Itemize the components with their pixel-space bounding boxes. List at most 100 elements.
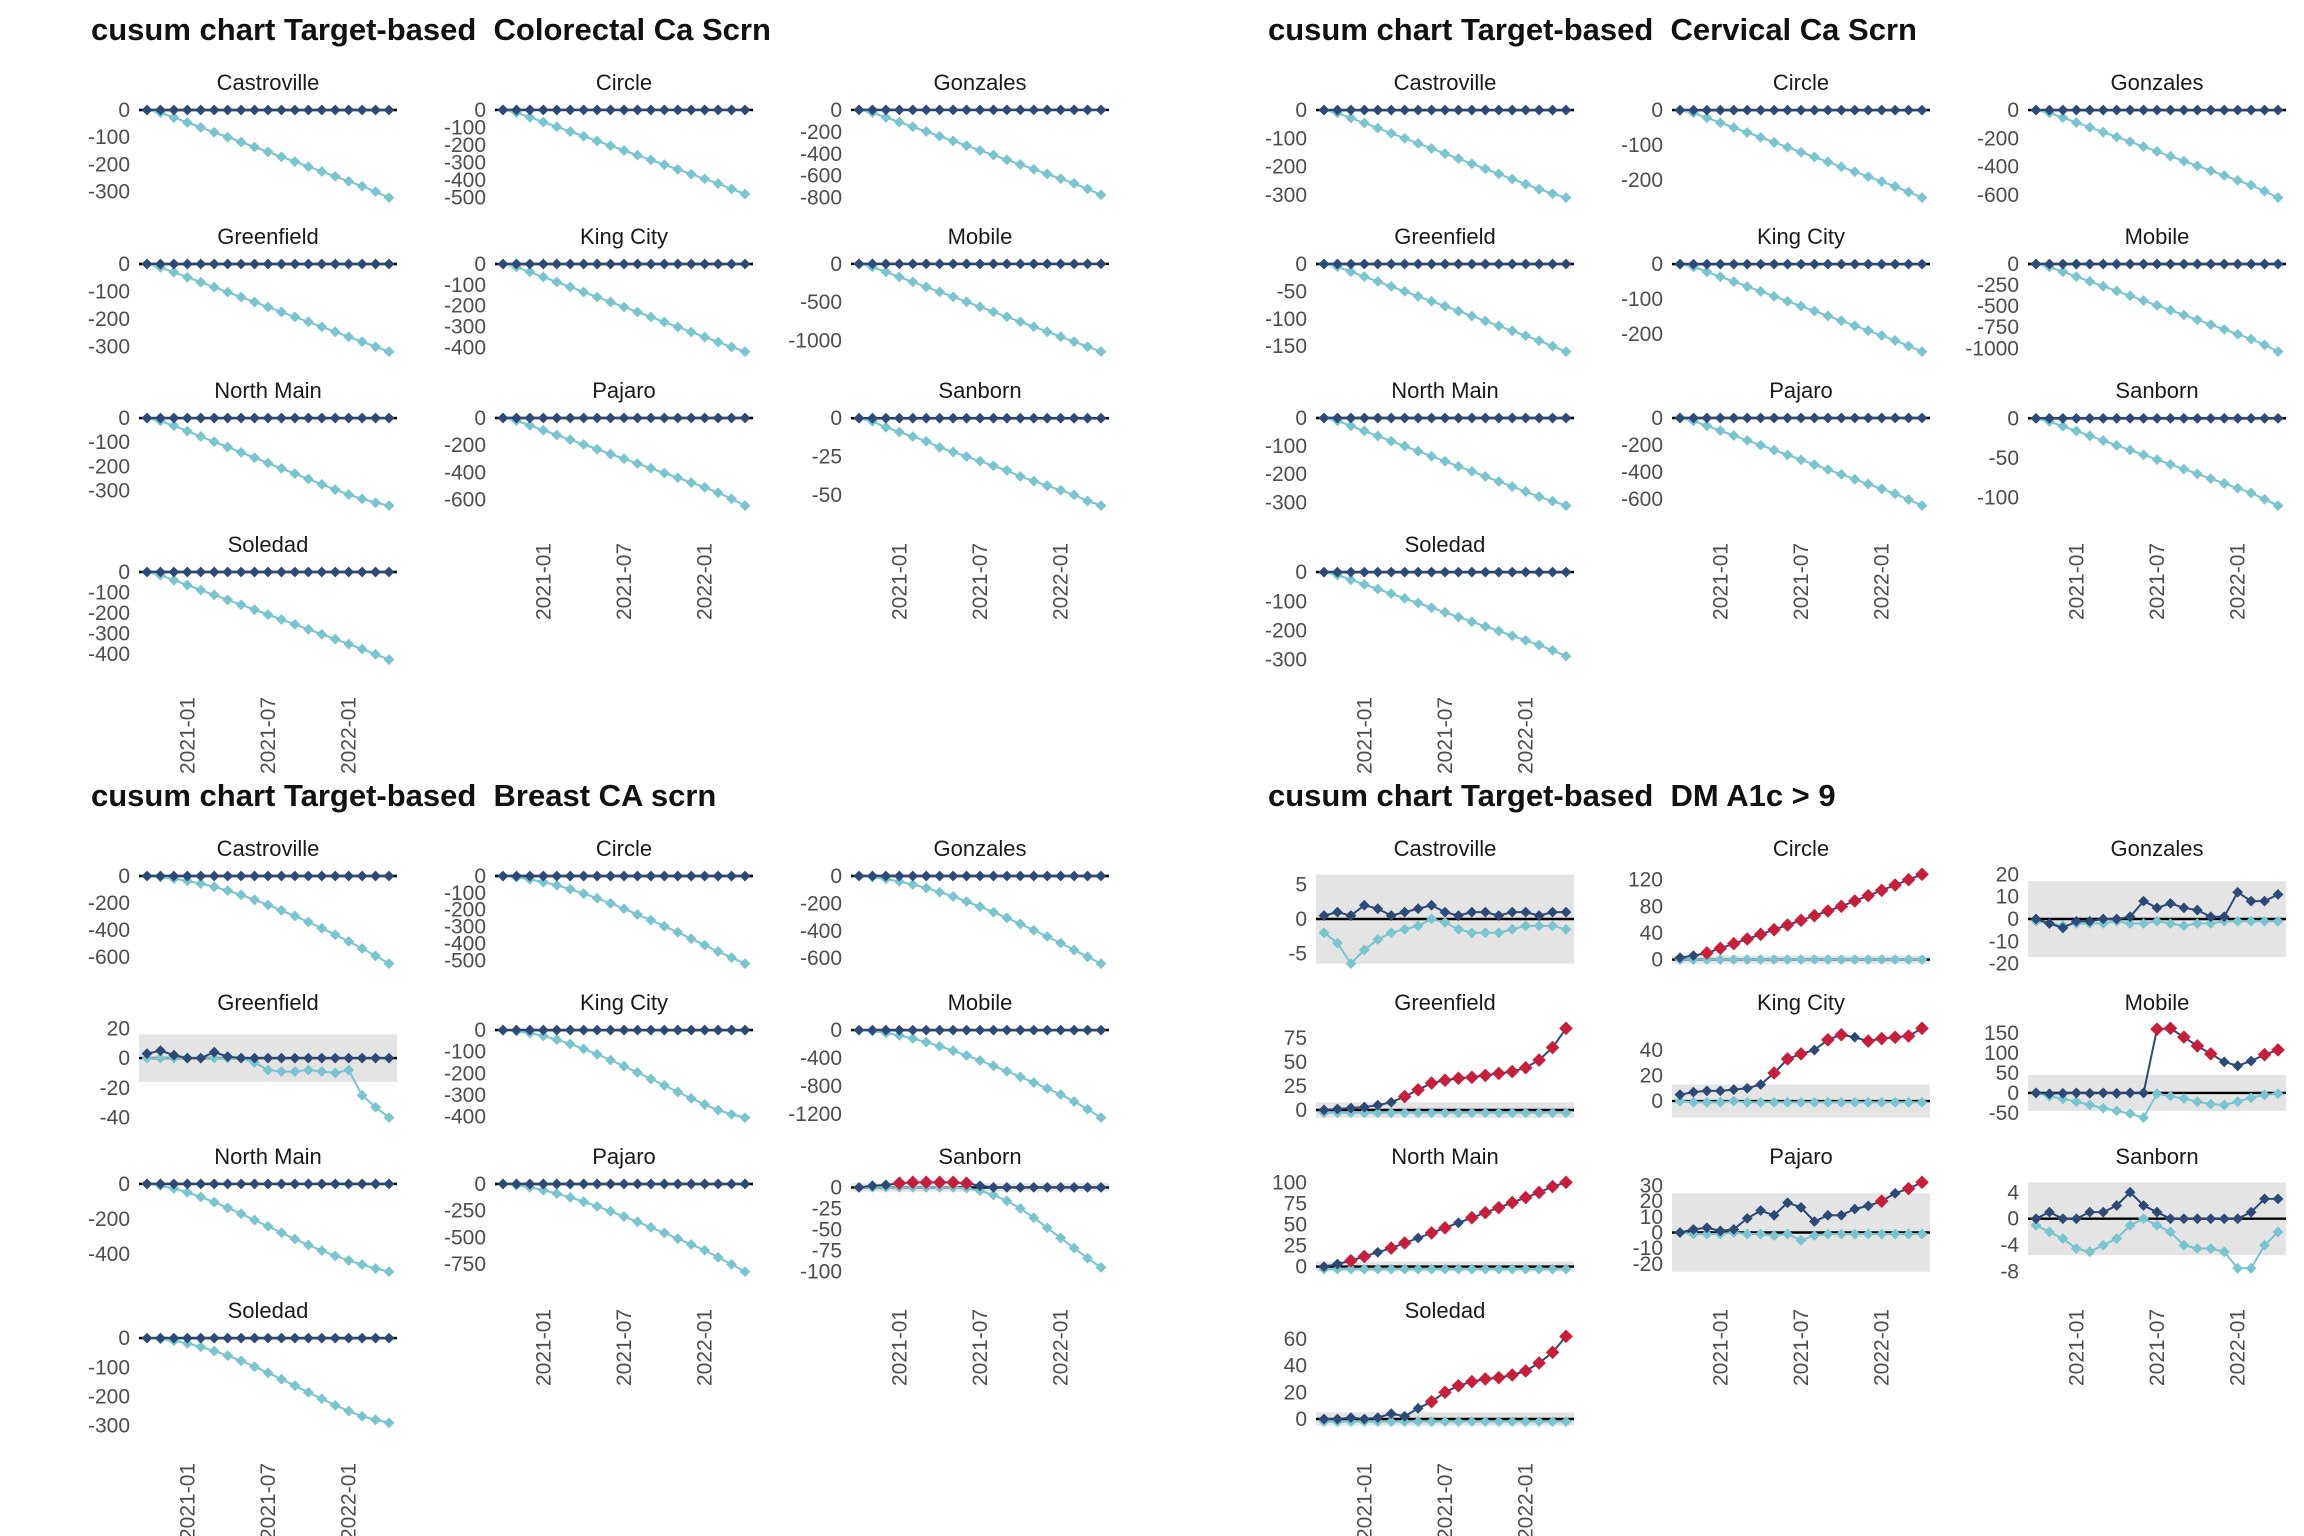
svg-text:0: 0 [474,407,486,430]
svg-text:-100: -100 [1621,288,1663,311]
svg-text:-600: -600 [1977,184,2019,207]
svg-text:0: 0 [474,865,486,888]
facet-title: Sanborn [2115,1144,2199,1169]
svg-text:150: 150 [1984,1022,2019,1045]
svg-text:-100: -100 [444,1041,486,1064]
svg-text:-25: -25 [812,446,842,469]
svg-text:0: 0 [2007,1208,2019,1231]
svg-text:-300: -300 [444,152,486,175]
svg-text:-4: -4 [2000,1234,2019,1257]
facet-north-main: North Main 0 -100 -200 -300 [1232,378,1588,532]
svg-text:0: 0 [1295,407,1307,430]
facet-plot: 5 0 -5 [1288,874,1574,970]
facet-title: North Main [1391,378,1499,403]
svg-text:2021-07: 2021-07 [1790,543,1813,620]
facet-plot: 0 40 80 120 [1628,867,1930,972]
svg-text:20: 20 [1640,1190,1663,1213]
facet-sanborn: Sanborn 4 0 -4 -8 2021-01 2021-07 2022-01 [1944,1144,2300,1386]
svg-text:2021-01: 2021-01 [888,543,911,620]
facet-sanborn: Sanborn 0 -25 -50 -75 -100 2021-01 2021-07 2022-… [767,1144,1123,1386]
panel-breast-ca-scrn: cusum chart Target-based Breast CA scrn … [55,778,1123,1536]
svg-text:100: 100 [1272,1171,1307,1194]
svg-text:2021-07: 2021-07 [1790,1309,1813,1386]
facet-title: Pajaro [592,378,656,403]
svg-text:2022-01: 2022-01 [694,543,717,620]
svg-text:2021-01: 2021-01 [888,1309,911,1386]
svg-text:-500: -500 [444,187,486,210]
svg-text:2021-07: 2021-07 [613,1309,636,1386]
svg-text:-200: -200 [1265,620,1307,643]
svg-text:-200: -200 [1621,169,1663,192]
svg-text:-100: -100 [88,281,130,304]
svg-text:2022-01: 2022-01 [694,1309,717,1386]
facet-plot: 0 -100 -200 -300 [88,99,397,204]
svg-text:-300: -300 [1265,184,1307,207]
svg-text:-100: -100 [1977,487,2019,510]
svg-text:100: 100 [1984,1042,2019,1065]
facet-greenfield: Greenfield 75 50 25 0 [1232,990,1588,1144]
facet-plot: 0-100-200-300-400 [444,1019,753,1129]
facet-title: Castroville [1393,70,1497,95]
svg-text:-100: -100 [88,431,130,454]
svg-text:2021-01: 2021-01 [532,543,555,620]
facet-castroville: Castroville 0 -200 -400 -600 [55,836,411,990]
svg-text:0: 0 [118,253,130,276]
svg-text:-100: -100 [444,882,486,905]
svg-text:0: 0 [1295,99,1307,122]
svg-text:50: 50 [1996,1062,2019,1085]
svg-text:0: 0 [1295,561,1307,584]
facet-pajaro: Pajaro 30 20 10 0 -10 -20 2021-01 2021-07 2022-01 [1588,1144,1944,1386]
facet-gonzales: Gonzales 0 -200 -400 -600 -800 [767,70,1123,224]
facet-title: North Main [214,378,322,403]
facet-plot: 0 -200 -400 -600 2021-01 2021-07 2022-01 [1621,407,1930,620]
svg-text:-20: -20 [1989,953,2019,976]
svg-text:0: 0 [474,99,486,122]
svg-text:-10: -10 [1989,930,2019,953]
svg-text:0: 0 [1651,99,1663,122]
svg-text:40: 40 [1640,1039,1663,1062]
svg-text:40: 40 [1640,922,1663,945]
svg-text:0: 0 [830,865,842,888]
facet-plot: 0 -50 -100 -150 [1265,253,1574,358]
svg-text:-50: -50 [812,1219,842,1242]
facet-plot: 0 -100 -200 -300 [88,253,397,359]
facet-grid-breast: Castroville 0 -200 -400 -600 Circle 0 -100 -200-… [55,836,1123,1536]
svg-text:0: 0 [118,99,130,122]
facet-plot: 0-25-50-75-100 2021-01 2021-07 2022-01 [800,1175,1109,1386]
facet-mobile: Mobile 0 -400 -800 -1200 [767,990,1123,1144]
svg-text:-100: -100 [1265,308,1307,331]
svg-text:20: 20 [1640,1065,1663,1088]
svg-text:0: 0 [474,253,486,276]
svg-text:-1200: -1200 [788,1103,842,1126]
facet-plot: 0 -500 -1000 [788,253,1109,358]
facet-title: Circle [595,70,653,95]
svg-text:2022-01: 2022-01 [338,1463,361,1536]
svg-text:20: 20 [1284,1381,1307,1404]
facet-plot: 4 0 -4 -8 2021-01 2021-07 2022-01 [2000,1181,2286,1386]
svg-text:0: 0 [474,1173,486,1196]
facet-sanborn: Sanborn 0 -50 -100 2021-01 2021-07 2022-01 [1944,378,2300,620]
svg-text:-400: -400 [444,169,486,192]
facet-title: Greenfield [217,990,319,1015]
svg-text:2022-01: 2022-01 [1050,1309,1073,1386]
svg-text:-800: -800 [800,1075,842,1098]
svg-text:-5: -5 [1288,942,1307,965]
svg-text:0: 0 [1651,1090,1663,1113]
svg-text:-20: -20 [1633,1253,1663,1276]
svg-text:0: 0 [118,1173,130,1196]
svg-text:-600: -600 [444,489,486,512]
facet-king-city: King City 0 -100 -200 [1588,224,1944,378]
facet-plot: 0-100-200-300-400 [444,253,753,360]
facet-plot: 0 -100 -200 -300 2021-01 2021-07 2022-01 [1265,561,1574,774]
svg-text:-300: -300 [88,480,130,503]
svg-text:0: 0 [1651,253,1663,276]
facet-castroville: Castroville 0 -100 -200 -300 [1232,70,1588,224]
facet-plot: 0-250-500-750-1000 [1965,253,2286,360]
svg-text:2022-01: 2022-01 [2227,1309,2250,1386]
facet-plot: 0 -200 -400 -600 2021-01 2021-07 2022-01 [444,407,753,620]
svg-text:-500: -500 [444,949,486,972]
facet-title: Soledad [227,1298,309,1323]
svg-text:-200: -200 [800,892,842,915]
facet-castroville: Castroville 5 0 -5 [1232,836,1588,990]
